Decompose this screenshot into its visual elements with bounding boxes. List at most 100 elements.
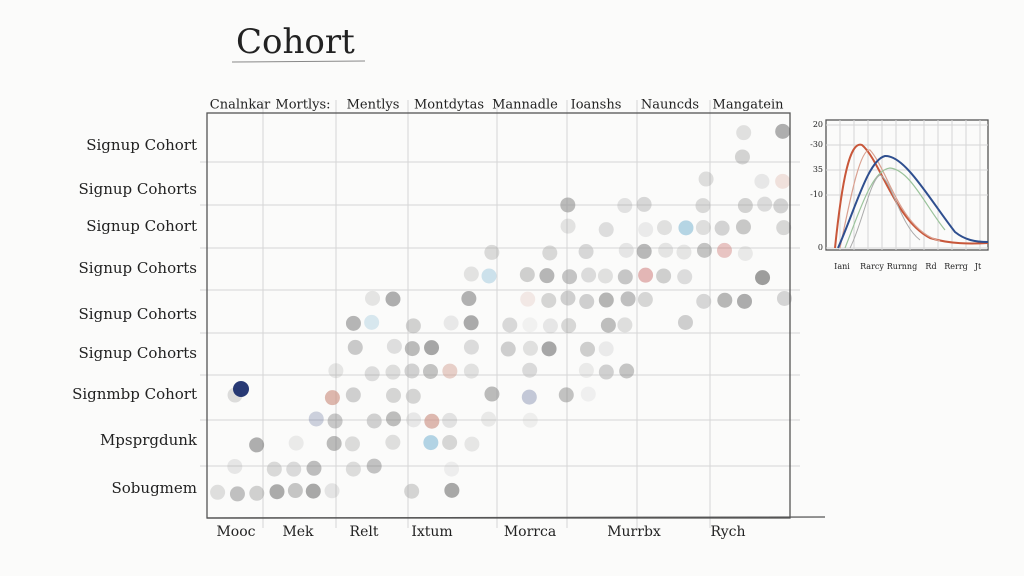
dot: [736, 125, 752, 141]
dot: [404, 363, 420, 379]
dot: [656, 268, 672, 284]
dot: [404, 341, 420, 357]
dot: [737, 198, 753, 214]
dot: [366, 413, 382, 429]
dot: [328, 363, 344, 379]
mini-x-label: Rurnng: [887, 262, 917, 271]
row-label: Signup Cohorts: [79, 259, 197, 277]
dot: [580, 386, 596, 402]
dot: [288, 435, 304, 451]
mini-x-label: Jt: [974, 262, 982, 271]
bottom-label: Ixtum: [411, 524, 452, 540]
mini-y-label: -10: [810, 190, 823, 199]
dot: [306, 460, 322, 476]
dot: [423, 435, 439, 451]
dot: [558, 387, 574, 403]
dot: [737, 293, 753, 309]
dot: [442, 412, 458, 428]
dot: [442, 434, 458, 450]
column-header: Mannadle: [492, 98, 558, 113]
dot: [522, 362, 538, 378]
mini-curve: [834, 143, 989, 249]
dot: [541, 292, 557, 308]
dot: [463, 363, 479, 379]
dot: [541, 341, 557, 357]
mini-x-label: Iani: [834, 262, 850, 271]
dot: [754, 173, 770, 189]
dot: [266, 461, 282, 477]
dot: [619, 363, 635, 379]
dot: [364, 314, 380, 330]
dot: [404, 483, 420, 499]
dot: [344, 436, 360, 452]
dot: [542, 245, 558, 261]
dot: [638, 222, 654, 238]
dot: [714, 220, 730, 236]
dot: [678, 220, 694, 236]
dot: [522, 317, 538, 333]
dot: [658, 242, 674, 258]
dot: [385, 291, 401, 307]
dot: [308, 411, 324, 427]
dot: [324, 390, 340, 406]
row-label: Signup Cohorts: [79, 305, 197, 323]
dot: [578, 244, 594, 260]
dot: [269, 484, 285, 500]
dot: [422, 363, 438, 379]
dot: [717, 292, 733, 308]
dot: [617, 269, 633, 285]
dot: [233, 381, 249, 397]
dot: [484, 244, 500, 260]
mini-y-label: 0: [818, 243, 823, 252]
dot: [484, 386, 500, 402]
dot: [677, 269, 693, 285]
dot: [735, 219, 751, 235]
dot: [443, 315, 459, 331]
row-label: Mpsprgdunk: [100, 431, 198, 449]
dot: [618, 242, 634, 258]
dot: [757, 196, 773, 212]
dot: [365, 290, 381, 306]
dot: [580, 341, 596, 357]
row-label: Signup Cohort: [86, 136, 197, 154]
dot: [677, 314, 693, 330]
dot: [637, 292, 653, 308]
column-header: Cnalnkar: [210, 98, 271, 113]
dot: [444, 461, 460, 477]
dot: [287, 483, 303, 499]
dot: [578, 362, 594, 378]
dot: [617, 317, 633, 333]
dot: [560, 197, 576, 213]
dot: [522, 412, 538, 428]
mini-curve: [849, 174, 921, 249]
dot: [598, 341, 614, 357]
dot: [734, 149, 750, 165]
dot: [755, 270, 771, 286]
dot: [500, 341, 516, 357]
dots: [210, 123, 792, 502]
dot: [385, 434, 401, 450]
dot: [286, 461, 302, 477]
mini-frame: [825, 119, 989, 251]
dot: [696, 242, 712, 258]
mini-y-label: -30: [810, 140, 823, 149]
dot: [481, 411, 497, 427]
column-header: Mortlys:: [275, 98, 330, 113]
dot: [424, 413, 440, 429]
dot: [522, 340, 538, 356]
dot: [481, 268, 497, 284]
mini-x-label: Rerrg: [944, 262, 968, 271]
mini-curve: [839, 149, 941, 249]
dot: [249, 485, 265, 501]
dot: [539, 268, 555, 284]
row-label: Signup Cohorts: [79, 344, 197, 362]
dot: [229, 486, 245, 502]
mini-curve: [837, 154, 989, 249]
row-label: Signup Cohorts: [79, 180, 197, 198]
title: Cohort: [236, 22, 355, 62]
dot: [345, 461, 361, 477]
dot: [345, 387, 361, 403]
dot: [424, 340, 440, 356]
mini-y-label: 35: [813, 165, 823, 174]
